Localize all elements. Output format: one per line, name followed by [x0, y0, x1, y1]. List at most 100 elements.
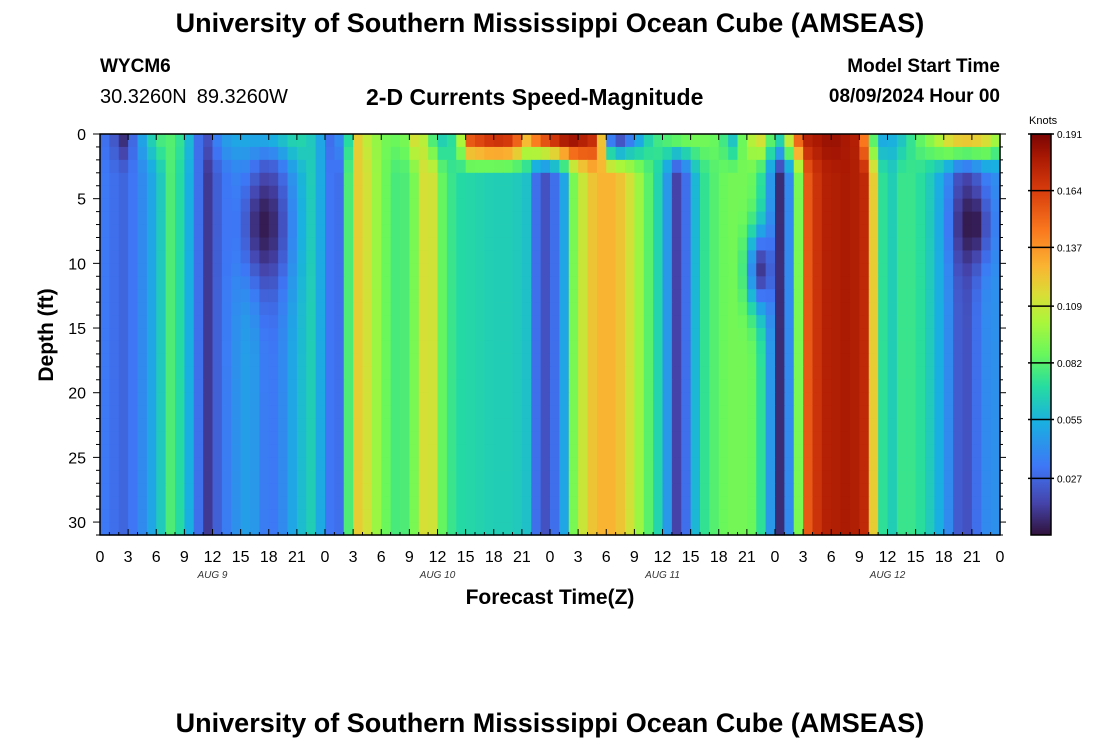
heatmap-cell [203, 159, 214, 174]
heatmap-cell [681, 146, 692, 161]
heatmap-cell [428, 276, 439, 290]
heatmap-cell [971, 457, 982, 471]
heatmap-cell [728, 444, 739, 458]
heatmap-cell [137, 172, 148, 187]
heatmap-cell [146, 237, 157, 252]
heatmap-cell [971, 509, 982, 523]
heatmap-cell [728, 470, 739, 484]
heatmap-cell [840, 483, 851, 497]
heatmap-cell [793, 302, 804, 316]
heatmap-cell [353, 315, 364, 329]
heatmap-cell [915, 198, 926, 213]
heatmap-cell [868, 405, 879, 420]
heatmap-cell [371, 392, 382, 407]
heatmap-cell [615, 522, 626, 536]
heatmap-cell [456, 289, 467, 303]
heatmap-cell [315, 224, 326, 239]
heatmap-cell [962, 392, 973, 407]
heatmap-cell [325, 198, 335, 213]
heatmap-cell [718, 522, 729, 536]
day-label: AUG 9 [196, 570, 227, 581]
heatmap-cell [690, 315, 701, 329]
heatmap-cell [662, 211, 673, 226]
heatmap-cell [550, 366, 560, 381]
heatmap-cell [559, 172, 570, 187]
heatmap-cell [681, 237, 692, 252]
heatmap-cell [765, 289, 776, 303]
heatmap-cell [981, 250, 992, 264]
heatmap-cell [737, 379, 748, 394]
heatmap-cell [193, 431, 204, 446]
x-tick-label: 18 [710, 549, 728, 566]
heatmap-cell [465, 457, 476, 471]
heatmap-cell [896, 444, 907, 458]
heatmap-cell [971, 211, 982, 226]
heatmap-cell [690, 172, 701, 187]
heatmap-cell [934, 444, 945, 458]
heatmap-cell [165, 405, 176, 420]
heatmap-cell [343, 289, 354, 303]
heatmap-cell [953, 353, 964, 368]
heatmap-cell [156, 263, 167, 277]
heatmap-cell [240, 250, 251, 264]
heatmap-cell [203, 237, 214, 252]
heatmap-cell [109, 366, 120, 381]
heatmap-cell [109, 263, 120, 277]
heatmap-cell [578, 198, 589, 213]
heatmap-cell [943, 522, 954, 536]
heatmap-cell [203, 444, 214, 458]
heatmap-cell [971, 146, 982, 161]
heatmap-cell [109, 340, 120, 355]
heatmap-cell [990, 496, 1001, 510]
heatmap-cell [456, 496, 467, 510]
heatmap-cell [728, 237, 739, 252]
heatmap-cell [596, 496, 607, 510]
heatmap-cell [437, 146, 448, 161]
heatmap-cell [203, 172, 214, 187]
heatmap-cell [559, 457, 570, 471]
heatmap-cell [981, 146, 992, 161]
heatmap-cell [306, 392, 317, 407]
heatmap-cell [437, 366, 448, 381]
heatmap-cell [259, 470, 270, 484]
heatmap-cell [512, 444, 523, 458]
heatmap-cell [737, 289, 748, 303]
heatmap-cell [484, 146, 495, 161]
heatmap-cell [409, 379, 420, 394]
heatmap-cell [625, 405, 635, 420]
heatmap-cell [446, 457, 457, 471]
heatmap-cell [550, 237, 560, 252]
heatmap-cell [700, 276, 710, 290]
heatmap-cell [728, 405, 739, 420]
heatmap-cell [700, 134, 710, 148]
heatmap-cell [840, 198, 851, 213]
heatmap-cell [268, 483, 279, 497]
heatmap-cell [287, 405, 298, 420]
heatmap-cell [859, 457, 870, 471]
heatmap-cell [100, 134, 110, 148]
heatmap-cell [128, 224, 139, 239]
heatmap-cell [606, 159, 617, 174]
heatmap-cell [156, 457, 167, 471]
heatmap-cell [400, 146, 410, 161]
heatmap-cell [512, 146, 523, 161]
heatmap-cell [568, 392, 579, 407]
heatmap-cell [765, 159, 776, 174]
heatmap-cell [587, 134, 598, 148]
heatmap-cell [287, 522, 298, 536]
heatmap-cell [109, 522, 120, 536]
heatmap-cell [250, 379, 260, 394]
heatmap-cell [746, 483, 757, 497]
heatmap-cell [906, 353, 917, 368]
heatmap-cell [653, 250, 664, 264]
heatmap-cell [109, 250, 120, 264]
heatmap-cell [400, 250, 410, 264]
heatmap-cell [221, 263, 232, 277]
heatmap-cell [456, 483, 467, 497]
heatmap-cell [315, 522, 326, 536]
heatmap-cell [165, 185, 176, 200]
heatmap-cell [521, 211, 532, 226]
heatmap-cell [746, 172, 757, 187]
x-tick-label: 18 [260, 549, 278, 566]
heatmap-cell [259, 172, 270, 187]
